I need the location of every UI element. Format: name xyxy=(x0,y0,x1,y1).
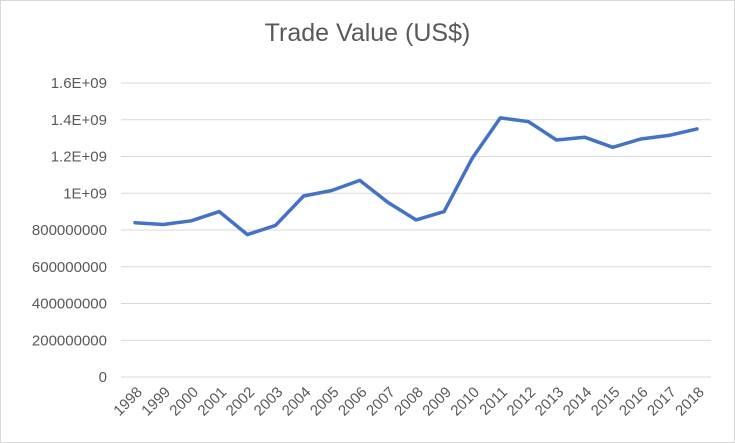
x-tick-label: 1999 xyxy=(138,384,174,420)
x-tick-label: 2011 xyxy=(476,384,511,419)
y-tick-label: 600000000 xyxy=(32,259,107,276)
data-point xyxy=(358,178,362,182)
series-layer xyxy=(133,116,699,237)
y-tick-label: 1.2E+09 xyxy=(51,149,107,166)
x-tick-label: 2013 xyxy=(532,384,568,420)
data-point xyxy=(639,137,643,141)
x-tick-label: 2015 xyxy=(588,384,624,420)
series-line xyxy=(133,116,699,237)
data-point xyxy=(414,218,418,222)
data-point xyxy=(554,138,558,142)
x-tick-label: 2002 xyxy=(223,384,259,420)
x-tick-label: 2010 xyxy=(447,384,483,420)
data-point xyxy=(695,127,699,131)
data-point xyxy=(526,120,530,124)
x-tick-label: 2006 xyxy=(335,384,371,420)
x-tick-label: 2003 xyxy=(251,384,287,420)
x-tick-label: 2018 xyxy=(672,384,708,420)
x-tick-label: 2008 xyxy=(391,384,427,420)
data-point xyxy=(189,219,193,223)
data-point xyxy=(245,233,249,237)
x-tick-label: 1998 xyxy=(110,384,146,420)
y-tick-label: 400000000 xyxy=(32,296,107,313)
y-tick-label: 800000000 xyxy=(32,222,107,239)
x-tick-label: 2017 xyxy=(644,384,680,420)
chart-title: Trade Value (US$) xyxy=(264,19,471,47)
data-point xyxy=(386,200,390,204)
data-point xyxy=(161,222,165,226)
data-point xyxy=(133,221,137,225)
x-tick-label: 2009 xyxy=(419,384,455,420)
x-tick-label: 2016 xyxy=(616,384,652,420)
data-point xyxy=(611,145,615,149)
data-point xyxy=(470,156,474,160)
y-tick-label: 1E+09 xyxy=(63,185,107,202)
data-point xyxy=(667,133,671,137)
y-tick-label: 1.6E+09 xyxy=(51,75,107,92)
y-tick-label: 0 xyxy=(99,369,107,386)
y-tick-label: 1.4E+09 xyxy=(51,112,107,129)
gridlines xyxy=(121,82,711,378)
data-point xyxy=(583,135,587,139)
x-tick-label: 2004 xyxy=(279,384,315,420)
x-tick-label: 2014 xyxy=(560,384,596,420)
x-tick-label: 2005 xyxy=(307,384,343,420)
x-tick-label: 2001 xyxy=(195,384,231,420)
data-point xyxy=(442,210,446,214)
x-axis-ticks: 1998199920002001200220032004200520062007… xyxy=(110,384,708,420)
x-tick-label: 2012 xyxy=(504,384,540,420)
data-point xyxy=(302,194,306,198)
x-tick-label: 2000 xyxy=(166,384,202,420)
x-tick-label: 2007 xyxy=(363,384,399,420)
data-point xyxy=(330,188,334,192)
data-point xyxy=(217,210,221,214)
data-point xyxy=(498,116,502,120)
y-axis-ticks: 0 200000000 400000000 600000000 800000000 1E+… xyxy=(32,75,107,386)
y-tick-label: 200000000 xyxy=(32,332,107,349)
data-point xyxy=(274,223,278,227)
